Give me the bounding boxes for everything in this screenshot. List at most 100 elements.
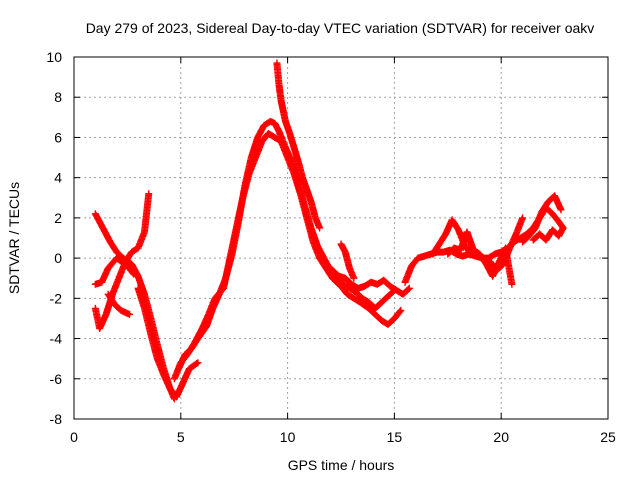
data-point [416, 256, 420, 260]
data-point [130, 250, 133, 254]
data-point [126, 264, 129, 268]
data-point [470, 252, 473, 256]
y-axis-title: SDTVAR / TECUs [6, 182, 22, 294]
data-point [344, 250, 347, 254]
data-point [136, 275, 140, 278]
x-tick-label: 10 [280, 429, 296, 445]
data-point [346, 293, 349, 296]
data-point [269, 120, 272, 123]
series-arc-h [273, 59, 324, 232]
x-tick-label: 15 [387, 429, 403, 445]
data-point [218, 293, 221, 296]
data-point [341, 283, 345, 286]
y-tick-label: -8 [50, 411, 63, 427]
data-point [250, 156, 253, 159]
data-point [352, 297, 356, 300]
data-point [188, 367, 191, 370]
data-point [538, 232, 541, 236]
data-point [277, 83, 281, 87]
x-tick-label: 0 [70, 429, 78, 445]
data-point [361, 297, 364, 300]
data-point [410, 264, 413, 268]
data-point [380, 319, 383, 322]
data-point [121, 256, 125, 260]
chart-title: Day 279 of 2023, Sidereal Day-to-day VTE… [86, 20, 595, 36]
data-point [211, 307, 215, 310]
data-point [551, 228, 554, 232]
axis-ticks: 0 5 10 15 20 25 -8 -6 -4 -2 0 2 4 6 8 10 [46, 49, 616, 445]
data-point [279, 100, 283, 103]
data-point [309, 226, 313, 230]
data-point [109, 240, 112, 244]
data-point [386, 323, 390, 326]
data-point [489, 260, 492, 264]
data-point [100, 224, 103, 228]
data-point [288, 132, 291, 135]
data-point [318, 256, 321, 260]
data-point [373, 307, 377, 310]
data-point [459, 248, 462, 252]
data-point [149, 333, 153, 336]
data-point [557, 234, 561, 238]
data-point [297, 180, 300, 183]
data-point [196, 337, 200, 340]
data-point [557, 220, 561, 224]
data-point [423, 254, 426, 258]
data-point [553, 194, 556, 197]
data-point [450, 218, 454, 222]
data-point [367, 301, 370, 304]
data-point [356, 287, 360, 290]
data-point [94, 283, 97, 286]
data-point [393, 317, 396, 320]
data-point [324, 262, 328, 266]
grid [74, 57, 608, 419]
data-point [94, 307, 97, 310]
data-point [173, 397, 176, 401]
data-point [382, 279, 385, 282]
data-point [115, 250, 118, 254]
data-point [284, 120, 287, 123]
data-point [284, 146, 287, 149]
y-tick-label: 2 [54, 210, 62, 226]
data-point [254, 156, 257, 159]
data-point [510, 283, 514, 286]
data-point [485, 262, 488, 266]
data-point [359, 301, 362, 304]
data-point [230, 252, 234, 256]
plot-frame [73, 56, 609, 420]
data-point [282, 110, 285, 113]
data-point [344, 277, 347, 280]
data-point [162, 373, 165, 376]
data-point [408, 287, 411, 290]
data-point [173, 377, 176, 380]
data-point [369, 281, 373, 284]
x-tick-label: 20 [493, 429, 509, 445]
data-point [277, 130, 281, 133]
data-point [119, 309, 123, 312]
data-point [168, 387, 172, 391]
data-point [331, 268, 334, 272]
data-point [508, 246, 511, 250]
data-point [177, 367, 180, 370]
data-point [314, 216, 317, 220]
data-point [205, 325, 208, 328]
data-point [275, 61, 279, 65]
data-point [546, 200, 550, 203]
data-point [243, 184, 247, 187]
series-arc-c [91, 254, 138, 288]
data-point [491, 275, 494, 278]
series-arc-j [337, 240, 358, 282]
data-point [339, 242, 343, 246]
data-point [493, 252, 496, 256]
data-point [290, 160, 294, 163]
y-tick-label: 4 [54, 170, 62, 186]
data-point [540, 210, 543, 214]
y-tick-label: -4 [50, 331, 63, 347]
series-arc-o [529, 224, 567, 244]
plot-data [91, 59, 567, 403]
data-point [354, 291, 358, 294]
series-arc-d [104, 290, 134, 318]
data-point [316, 244, 319, 248]
data-point [504, 246, 507, 250]
